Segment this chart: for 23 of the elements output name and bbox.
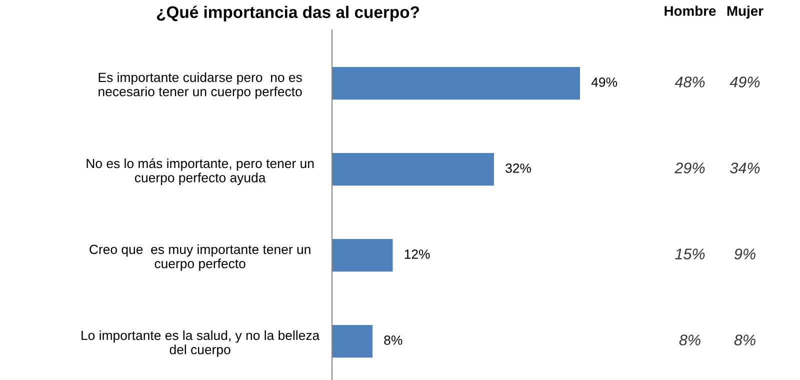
data-label: 8%	[384, 336, 402, 345]
bar	[332, 324, 372, 358]
text: 48%	[674, 76, 705, 88]
bar	[332, 152, 494, 186]
data-label: 32%	[506, 164, 532, 173]
y-tick-label: Lo importante es la salud, y no la belleza del cuerpo	[82, 330, 320, 357]
bar	[332, 66, 580, 100]
text: 49%	[730, 76, 760, 88]
text: 9%	[734, 248, 756, 260]
data-label: 49%	[591, 78, 618, 87]
text: 29%	[674, 162, 705, 174]
text: Hombre	[664, 6, 716, 16]
y-tick-label: Creo que es muy importante tener un cuerpo perfecto	[90, 244, 310, 271]
y-tick-label: No es lo más importante, pero tener un cuerpo perfecto ayuda	[86, 158, 314, 185]
text: 8%	[734, 334, 756, 346]
bar	[332, 238, 393, 272]
text: Mujer	[727, 6, 764, 19]
data-label: 12%	[404, 250, 430, 259]
y-tick-label: Es importante cuidarse pero no es necesario tener un cuerpo perfecto	[98, 72, 302, 99]
text: 15%	[675, 248, 705, 260]
chart-title: ¿Qué importancia das al cuerpo?	[156, 6, 420, 22]
text: 34%	[730, 162, 760, 174]
text: 8%	[679, 334, 700, 346]
